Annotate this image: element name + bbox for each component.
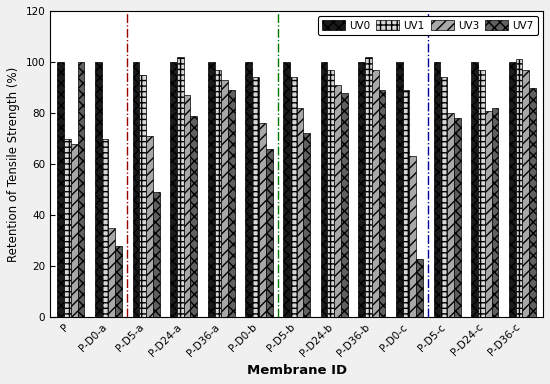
Bar [95, 62, 102, 317]
Bar [471, 62, 478, 317]
Bar [365, 57, 372, 317]
Bar [133, 62, 139, 317]
Bar [208, 62, 214, 317]
Bar [441, 77, 447, 317]
Bar [139, 75, 146, 317]
Bar [447, 113, 454, 317]
Bar [228, 90, 235, 317]
Bar [522, 70, 529, 317]
Bar [478, 70, 485, 317]
Bar [266, 149, 272, 317]
Bar [115, 246, 122, 317]
Bar [214, 70, 221, 317]
Bar [221, 80, 228, 317]
Bar [492, 108, 498, 317]
Bar [327, 70, 334, 317]
Bar [177, 57, 184, 317]
Bar [372, 70, 378, 317]
Bar [485, 111, 492, 317]
Bar [170, 62, 177, 317]
Bar [78, 62, 84, 317]
Bar [304, 134, 310, 317]
X-axis label: Membrane ID: Membrane ID [246, 364, 346, 377]
Bar [396, 62, 403, 317]
Bar [416, 258, 423, 317]
Bar [515, 60, 522, 317]
Bar [334, 85, 341, 317]
Y-axis label: Retention of Tensile Strength (%): Retention of Tensile Strength (%) [7, 66, 20, 262]
Bar [252, 77, 259, 317]
Bar [358, 62, 365, 317]
Bar [283, 62, 290, 317]
Bar [57, 62, 64, 317]
Bar [341, 93, 348, 317]
Legend: UV0, UV1, UV3, UV7: UV0, UV1, UV3, UV7 [317, 16, 538, 35]
Bar [184, 95, 190, 317]
Bar [529, 88, 536, 317]
Bar [64, 139, 71, 317]
Bar [190, 116, 197, 317]
Bar [102, 139, 108, 317]
Bar [108, 228, 115, 317]
Bar [153, 192, 159, 317]
Bar [378, 90, 386, 317]
Bar [245, 62, 252, 317]
Bar [433, 62, 441, 317]
Bar [71, 144, 78, 317]
Bar [454, 118, 461, 317]
Bar [321, 62, 327, 317]
Bar [290, 77, 296, 317]
Bar [259, 123, 266, 317]
Bar [403, 90, 409, 317]
Bar [509, 62, 515, 317]
Bar [409, 156, 416, 317]
Bar [146, 136, 153, 317]
Bar [296, 108, 304, 317]
